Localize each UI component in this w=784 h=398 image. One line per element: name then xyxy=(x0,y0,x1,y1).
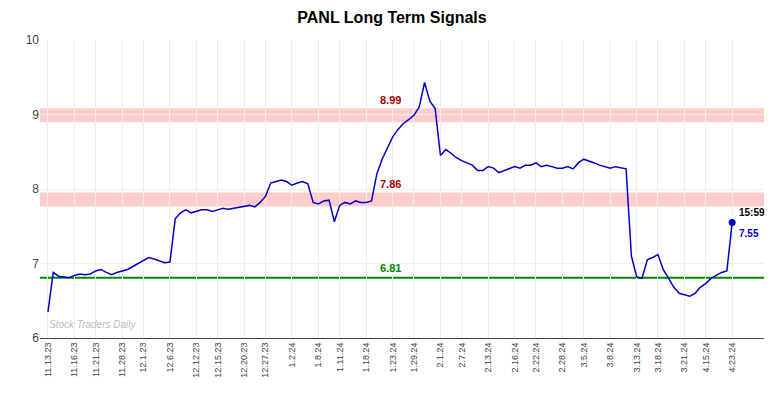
svg-text:2.22.24: 2.22.24 xyxy=(531,343,541,373)
svg-text:11.16.23: 11.16.23 xyxy=(69,343,79,377)
svg-text:4.23.24: 4.23.24 xyxy=(727,343,737,373)
svg-text:12.20.23: 12.20.23 xyxy=(239,343,249,378)
svg-text:2.1.24: 2.1.24 xyxy=(435,343,445,368)
svg-text:15:59: 15:59 xyxy=(739,207,765,218)
svg-text:8.99: 8.99 xyxy=(380,94,401,106)
svg-text:1.8.24: 1.8.24 xyxy=(313,343,323,368)
svg-text:6: 6 xyxy=(32,331,39,345)
svg-text:1.23.24: 1.23.24 xyxy=(388,343,398,373)
svg-text:11.21.23: 11.21.23 xyxy=(91,343,101,377)
svg-text:3.13.24: 3.13.24 xyxy=(632,343,642,373)
svg-text:3.18.24: 3.18.24 xyxy=(653,343,663,373)
svg-text:11.28.23: 11.28.23 xyxy=(117,343,127,377)
svg-text:3.21.24: 3.21.24 xyxy=(679,343,689,373)
svg-text:4.15.24: 4.15.24 xyxy=(701,343,711,373)
svg-text:7.86: 7.86 xyxy=(380,178,401,190)
svg-text:3.5.24: 3.5.24 xyxy=(579,343,589,368)
svg-text:1.2.24: 1.2.24 xyxy=(287,343,297,368)
svg-text:9: 9 xyxy=(32,108,39,122)
svg-text:2.7.24: 2.7.24 xyxy=(457,343,467,368)
svg-text:12.6.23: 12.6.23 xyxy=(165,343,175,373)
svg-text:2.13.24: 2.13.24 xyxy=(483,343,493,373)
svg-text:1.18.24: 1.18.24 xyxy=(361,343,371,373)
svg-text:1.11.24: 1.11.24 xyxy=(335,343,345,372)
svg-text:1.29.24: 1.29.24 xyxy=(409,343,419,373)
svg-text:2.28.24: 2.28.24 xyxy=(557,343,567,373)
svg-text:6.81: 6.81 xyxy=(380,262,401,274)
svg-text:11.13.23: 11.13.23 xyxy=(43,343,53,377)
svg-text:12.12.23: 12.12.23 xyxy=(191,343,201,378)
svg-text:PANL Long Term Signals: PANL Long Term Signals xyxy=(297,9,486,26)
svg-text:7: 7 xyxy=(32,257,39,271)
svg-text:10: 10 xyxy=(26,33,40,47)
svg-text:8: 8 xyxy=(32,182,39,196)
svg-text:12.1.23: 12.1.23 xyxy=(138,343,148,373)
svg-text:7.55: 7.55 xyxy=(739,228,759,239)
svg-text:3.8.24: 3.8.24 xyxy=(605,343,615,368)
svg-text:Stock Traders Daily: Stock Traders Daily xyxy=(49,319,137,330)
svg-text:12.27.23: 12.27.23 xyxy=(260,343,270,378)
svg-text:2.16.24: 2.16.24 xyxy=(510,343,520,373)
svg-text:12.15.23: 12.15.23 xyxy=(213,343,223,378)
